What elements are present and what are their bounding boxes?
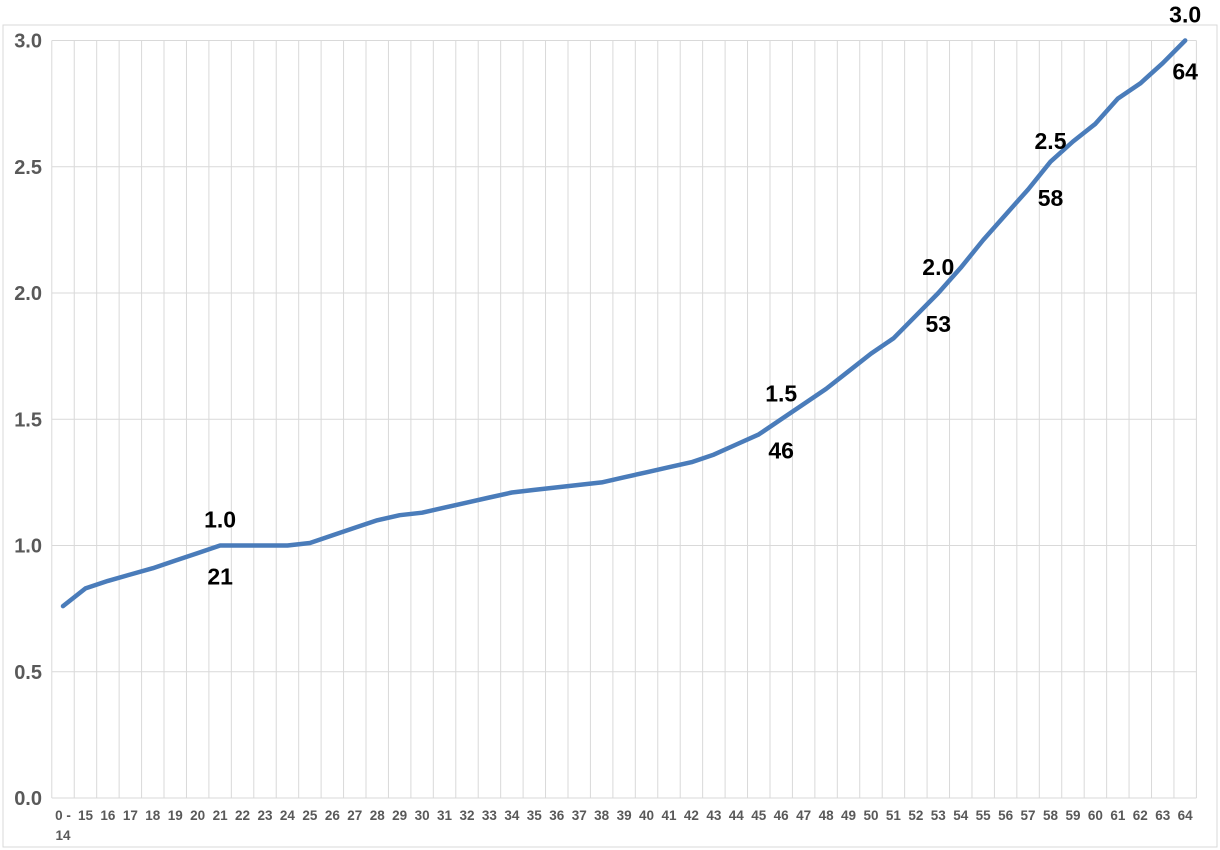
x-axis-tick-label: 20 [190, 808, 205, 823]
x-axis-tick-label: 26 [325, 808, 341, 823]
x-axis-tick-label: 43 [706, 808, 722, 823]
x-axis-tick-label: 62 [1133, 808, 1148, 823]
annotation-value-label: 1.0 [204, 507, 236, 533]
x-axis-tick-label: 50 [863, 808, 878, 823]
x-axis-tick-label: 48 [819, 808, 835, 823]
annotation-category-label: 58 [1038, 185, 1064, 211]
x-axis-tick-label: 22 [235, 808, 250, 823]
x-axis-tick-label: 44 [729, 808, 745, 823]
x-axis-tick-label: 28 [370, 808, 386, 823]
x-axis-tick-label: 31 [437, 808, 453, 823]
y-axis-tick-label: 2.0 [14, 283, 42, 305]
x-axis-tick-label: 17 [123, 808, 138, 823]
y-axis-tick-label: 0.5 [14, 662, 42, 684]
y-axis-tick-label: 2.5 [14, 157, 42, 179]
annotation-category-label: 64 [1172, 59, 1198, 85]
y-axis-tick-label: 1.5 [14, 409, 42, 431]
annotations: 1.0 21 1.5 46 2.0 53 2.5 58 3.0 64 [204, 2, 1201, 590]
x-axis-tick-label: 60 [1088, 808, 1103, 823]
x-axis-tick-label: 58 [1043, 808, 1059, 823]
x-axis-tick-label: 30 [415, 808, 430, 823]
y-axis: 0.0 0.5 1.0 1.5 2.0 2.5 3.0 [14, 31, 42, 811]
x-axis-tick-label: 24 [280, 808, 296, 823]
x-axis-tick-label: 61 [1110, 808, 1126, 823]
x-axis-tick-label: 15 [78, 808, 94, 823]
x-axis-tick-label: 63 [1155, 808, 1171, 823]
x-axis-tick-label: 39 [617, 808, 632, 823]
x-axis-tick-label: 19 [168, 808, 183, 823]
x-axis-tick-label: 18 [145, 808, 161, 823]
annotation-value-label: 3.0 [1169, 2, 1201, 28]
x-axis-tick-label: 46 [774, 808, 790, 823]
x-axis-tick-label: 64 [1178, 808, 1194, 823]
x-axis-tick-label: 51 [886, 808, 902, 823]
x-axis-tick-label: 21 [213, 808, 229, 823]
annotation-value-label: 2.5 [1035, 128, 1067, 154]
x-axis-tick-label: 36 [549, 808, 565, 823]
x-axis-tick-label: 42 [684, 808, 699, 823]
chart-border [2, 24, 1218, 848]
x-axis-tick-label: 57 [1021, 808, 1036, 823]
x-axis-tick-label: 59 [1065, 808, 1080, 823]
x-axis-tick-label: 56 [998, 808, 1014, 823]
x-axis-tick-label: 16 [100, 808, 116, 823]
annotation-category-label: 21 [207, 564, 233, 590]
x-axis-tick-label: 0 -14 [55, 808, 71, 843]
gridlines [51, 40, 1197, 799]
x-axis-tick-label: 52 [908, 808, 923, 823]
x-axis-tick-label: 34 [504, 808, 520, 823]
x-axis-tick-label: 33 [482, 808, 498, 823]
series-line [60, 38, 1188, 609]
y-axis-tick-label: 0.0 [14, 788, 42, 810]
x-axis-tick-label: 40 [639, 808, 654, 823]
x-axis-tick-label: 23 [257, 808, 273, 823]
x-axis-tick-label: 35 [527, 808, 543, 823]
x-axis-tick-label: 53 [931, 808, 947, 823]
annotation-value-label: 1.5 [765, 380, 797, 406]
x-axis-tick-label: 55 [976, 808, 992, 823]
x-axis-tick-label: 49 [841, 808, 856, 823]
annotation-value-label: 2.0 [922, 254, 954, 280]
x-axis-tick-label: 25 [302, 808, 318, 823]
x-axis-tick-label: 38 [594, 808, 610, 823]
x-axis-tick-label: 37 [572, 808, 587, 823]
x-axis-tick-label: 29 [392, 808, 407, 823]
x-axis-tick-label: 47 [796, 808, 811, 823]
y-axis-tick-label: 3.0 [14, 31, 42, 53]
x-axis-tick-label: 45 [751, 808, 767, 823]
x-axis-tick-label: 32 [459, 808, 474, 823]
annotation-category-label: 53 [926, 311, 952, 337]
x-axis-tick-label: 54 [953, 808, 969, 823]
annotation-category-label: 46 [768, 437, 794, 463]
x-axis: 0 -14 15 16 17 18 19 20 21 22 23 24 25 26 27 28 29 30 31 3… [55, 808, 1193, 843]
x-axis-tick-label: 27 [347, 808, 362, 823]
y-axis-tick-label: 1.0 [14, 536, 42, 558]
x-axis-tick-label: 41 [661, 808, 677, 823]
